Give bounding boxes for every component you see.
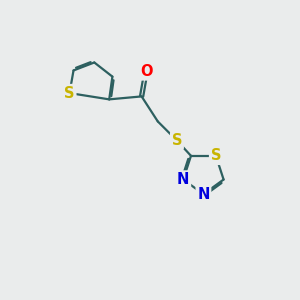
Text: S: S bbox=[64, 85, 75, 100]
Text: N: N bbox=[177, 172, 190, 187]
Text: S: S bbox=[211, 148, 221, 163]
Text: O: O bbox=[140, 64, 152, 79]
Text: S: S bbox=[172, 133, 182, 148]
Text: N: N bbox=[197, 187, 210, 202]
